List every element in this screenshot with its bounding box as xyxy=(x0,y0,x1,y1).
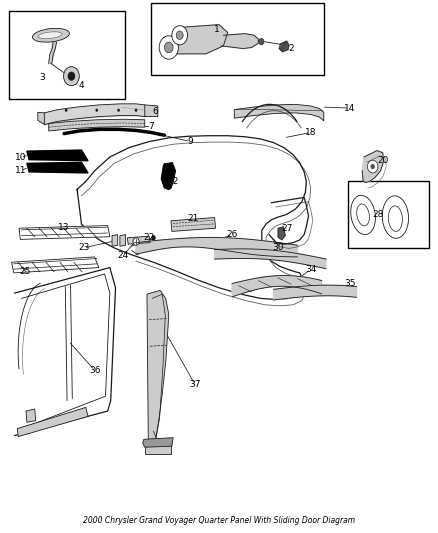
Polygon shape xyxy=(362,151,384,182)
Text: 18: 18 xyxy=(305,128,316,137)
Polygon shape xyxy=(12,257,99,273)
Circle shape xyxy=(159,36,178,59)
Polygon shape xyxy=(17,407,88,437)
Ellipse shape xyxy=(351,195,375,235)
Polygon shape xyxy=(127,236,150,244)
Text: 25: 25 xyxy=(19,268,30,276)
Text: 3: 3 xyxy=(39,73,45,82)
Circle shape xyxy=(95,109,98,112)
Circle shape xyxy=(164,42,173,53)
Text: 24: 24 xyxy=(117,252,129,260)
Polygon shape xyxy=(136,238,297,257)
Circle shape xyxy=(64,67,79,86)
Text: 4: 4 xyxy=(79,81,84,90)
Circle shape xyxy=(65,109,67,112)
Polygon shape xyxy=(27,163,88,173)
Text: 26: 26 xyxy=(226,230,238,239)
Text: 35: 35 xyxy=(344,279,356,288)
Polygon shape xyxy=(279,41,289,52)
Polygon shape xyxy=(232,276,321,297)
Text: 37: 37 xyxy=(189,380,201,389)
Polygon shape xyxy=(147,290,169,448)
Ellipse shape xyxy=(38,32,62,39)
Text: 1: 1 xyxy=(214,26,220,35)
Text: 6: 6 xyxy=(153,107,159,116)
Bar xyxy=(10,11,125,99)
Polygon shape xyxy=(164,25,228,54)
Polygon shape xyxy=(171,217,215,231)
Polygon shape xyxy=(145,445,171,454)
Text: 2000 Chrysler Grand Voyager Quarter Panel With Sliding Door Diagram: 2000 Chrysler Grand Voyager Quarter Pane… xyxy=(83,516,355,525)
Polygon shape xyxy=(234,104,324,121)
Text: 27: 27 xyxy=(281,224,292,233)
Text: 12: 12 xyxy=(167,177,179,186)
Ellipse shape xyxy=(387,203,407,235)
Circle shape xyxy=(176,31,183,39)
Ellipse shape xyxy=(382,196,409,238)
Circle shape xyxy=(367,160,378,173)
Text: 23: 23 xyxy=(78,244,89,253)
Polygon shape xyxy=(274,285,357,300)
Text: 11: 11 xyxy=(14,166,26,175)
Circle shape xyxy=(117,109,120,112)
Text: 20: 20 xyxy=(377,156,389,165)
Polygon shape xyxy=(49,119,145,131)
Text: 36: 36 xyxy=(89,366,100,375)
Polygon shape xyxy=(215,249,326,269)
Polygon shape xyxy=(26,409,35,422)
Polygon shape xyxy=(120,235,126,246)
Polygon shape xyxy=(143,438,173,447)
Ellipse shape xyxy=(356,202,374,231)
Polygon shape xyxy=(38,112,44,125)
Circle shape xyxy=(259,38,264,45)
Circle shape xyxy=(172,26,187,45)
Text: 22: 22 xyxy=(144,233,155,242)
Circle shape xyxy=(68,72,75,80)
Circle shape xyxy=(135,109,138,112)
Text: 28: 28 xyxy=(373,210,384,219)
Polygon shape xyxy=(145,105,158,117)
Polygon shape xyxy=(161,163,175,189)
Text: 9: 9 xyxy=(188,137,194,146)
Circle shape xyxy=(151,235,155,240)
Text: 14: 14 xyxy=(344,103,356,112)
Text: 7: 7 xyxy=(148,122,154,131)
Text: 34: 34 xyxy=(305,265,316,273)
Ellipse shape xyxy=(389,206,403,231)
Bar xyxy=(151,3,324,75)
Circle shape xyxy=(133,238,139,245)
Polygon shape xyxy=(49,42,57,63)
Text: 13: 13 xyxy=(58,223,70,232)
Bar xyxy=(348,181,428,248)
Polygon shape xyxy=(19,225,110,239)
Text: 2: 2 xyxy=(288,44,294,53)
Ellipse shape xyxy=(357,204,369,226)
Polygon shape xyxy=(278,227,286,240)
Circle shape xyxy=(371,164,375,169)
Text: 30: 30 xyxy=(272,244,284,253)
Text: 10: 10 xyxy=(14,153,26,162)
Polygon shape xyxy=(112,235,118,246)
Ellipse shape xyxy=(32,28,69,42)
Polygon shape xyxy=(27,150,88,161)
Text: 21: 21 xyxy=(187,214,198,223)
Polygon shape xyxy=(221,34,258,49)
